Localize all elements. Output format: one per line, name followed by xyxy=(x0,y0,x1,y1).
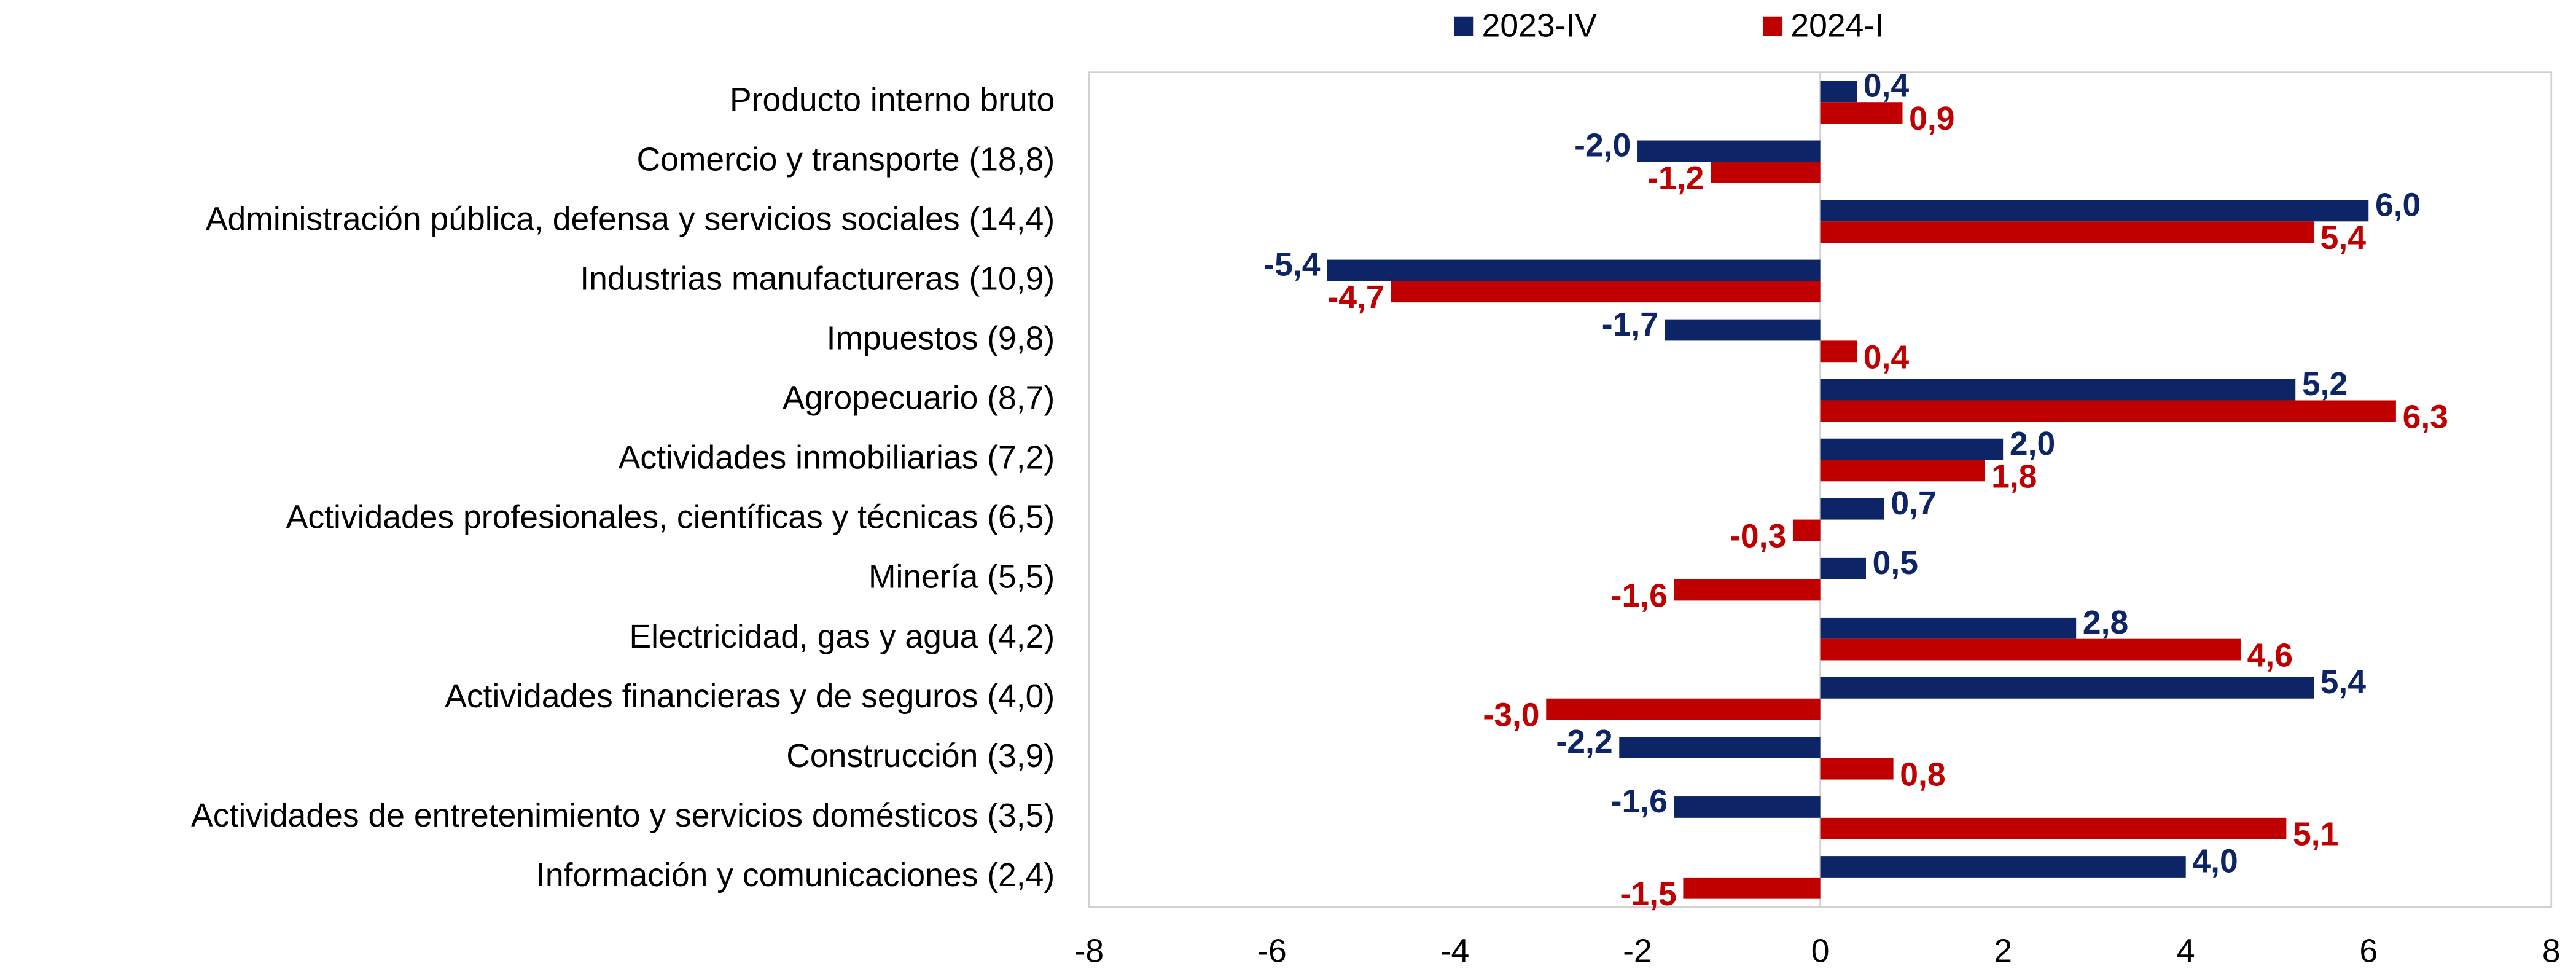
value-label: -0,3 xyxy=(1730,518,1786,554)
category-label: Construcción (3,9) xyxy=(786,738,1055,774)
bar xyxy=(1820,81,1857,103)
value-label: 4,6 xyxy=(2247,638,2293,674)
bar xyxy=(1820,677,2314,699)
bar xyxy=(1820,460,1985,482)
bar xyxy=(1820,557,1866,579)
value-label: 0,8 xyxy=(1900,757,1945,793)
value-label: 4,0 xyxy=(2192,843,2238,879)
category-label: Actividades profesionales, científicas y… xyxy=(286,500,1055,536)
x-tick-label: 4 xyxy=(2177,933,2195,969)
x-tick-label: 8 xyxy=(2542,933,2561,969)
value-label: 5,1 xyxy=(2293,817,2338,853)
value-label: -3,0 xyxy=(1483,697,1539,734)
x-tick-label: 0 xyxy=(1811,933,1830,969)
legend-label: 2023-IV xyxy=(1482,8,1598,44)
x-tick-label: -6 xyxy=(1257,933,1287,969)
category-label: Administración pública, defensa y servic… xyxy=(206,201,1055,237)
legend-swatch xyxy=(1454,16,1474,36)
bar xyxy=(1820,498,1884,520)
value-label: -1,5 xyxy=(1620,876,1677,913)
bar xyxy=(1820,638,2241,661)
category-label: Actividades de entretenimiento y servici… xyxy=(191,798,1055,834)
value-label: 6,3 xyxy=(2403,399,2448,435)
category-label: Producto interno bruto xyxy=(730,82,1055,118)
value-label: 6,0 xyxy=(2375,187,2421,224)
value-label: 5,4 xyxy=(2320,664,2367,701)
legend-swatch xyxy=(1762,16,1783,36)
bar xyxy=(1327,259,1821,281)
bar xyxy=(1674,796,1821,818)
value-label: 0,4 xyxy=(1864,339,1910,375)
category-label: Información y comunicaciones (2,4) xyxy=(536,857,1055,893)
bar xyxy=(1820,438,2004,460)
bar xyxy=(1820,617,2077,639)
category-label: Actividades financieras y de seguros (4,… xyxy=(445,678,1055,715)
legend-label: 2024-I xyxy=(1790,8,1884,44)
value-label: 0,9 xyxy=(1909,101,1954,137)
value-label: 2,0 xyxy=(2010,426,2055,462)
x-tick-label: 2 xyxy=(1994,933,2012,969)
bar xyxy=(1820,200,2369,222)
bar xyxy=(1619,737,1821,758)
bar xyxy=(1637,140,1821,162)
value-label: -2,2 xyxy=(1556,724,1612,760)
bar xyxy=(1683,877,1821,899)
bar xyxy=(1546,698,1821,720)
bar xyxy=(1674,579,1821,601)
category-label: Electricidad, gas y agua (4,2) xyxy=(630,619,1055,655)
category-label: Impuestos (9,8) xyxy=(827,321,1055,357)
bar xyxy=(1820,379,2296,401)
value-label: 5,2 xyxy=(2302,366,2348,403)
category-label: Minería (5,5) xyxy=(868,559,1055,595)
category-label: Agropecuario (8,7) xyxy=(783,380,1055,417)
bar xyxy=(1820,340,1857,363)
x-tick-label: -4 xyxy=(1440,933,1470,969)
value-label: -5,4 xyxy=(1263,247,1320,283)
bar xyxy=(1711,162,1821,184)
value-label: 1,8 xyxy=(1991,458,2037,495)
bar xyxy=(1665,319,1821,341)
bar xyxy=(1820,856,2186,878)
x-tick-label: -2 xyxy=(1623,933,1652,969)
bar xyxy=(1391,281,1821,303)
value-label: -1,6 xyxy=(1611,578,1668,615)
category-label: Comercio y transporte (18,8) xyxy=(636,141,1055,178)
bar xyxy=(1820,221,2314,243)
x-tick-label: 6 xyxy=(2359,933,2378,969)
value-label: 2,8 xyxy=(2083,605,2128,641)
value-label: 0,4 xyxy=(1864,68,1910,104)
bar xyxy=(1820,758,1894,780)
category-label: Industrias manufactureras (10,9) xyxy=(580,261,1055,297)
bar xyxy=(1820,102,1903,124)
bar xyxy=(1820,400,2396,422)
bar xyxy=(1792,519,1821,541)
value-label: 0,5 xyxy=(1873,545,1918,581)
value-label: -4,7 xyxy=(1327,280,1384,316)
bar xyxy=(1820,817,2287,839)
x-tick-label: -8 xyxy=(1075,933,1104,969)
value-label: 0,7 xyxy=(1891,485,1936,522)
value-label: -1,7 xyxy=(1602,307,1658,343)
value-label: -1,2 xyxy=(1647,160,1704,197)
category-label: Actividades inmobiliarias (7,2) xyxy=(619,440,1055,476)
value-label: -1,6 xyxy=(1611,784,1668,820)
value-label: -2,0 xyxy=(1574,128,1631,164)
value-label: 5,4 xyxy=(2320,220,2367,256)
